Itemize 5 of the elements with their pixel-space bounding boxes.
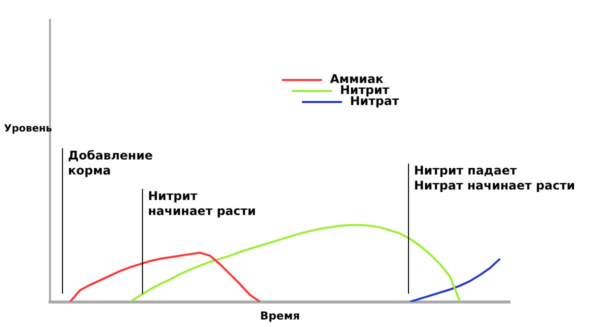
text: Добавление корма — [68, 148, 153, 178]
x-axis-title: Время — [260, 309, 300, 322]
text: Уровень — [4, 124, 52, 135]
text: Нитрит начинает расти — [148, 189, 256, 218]
text: Нитрит падает Нитрат начинает расти — [414, 164, 576, 193]
